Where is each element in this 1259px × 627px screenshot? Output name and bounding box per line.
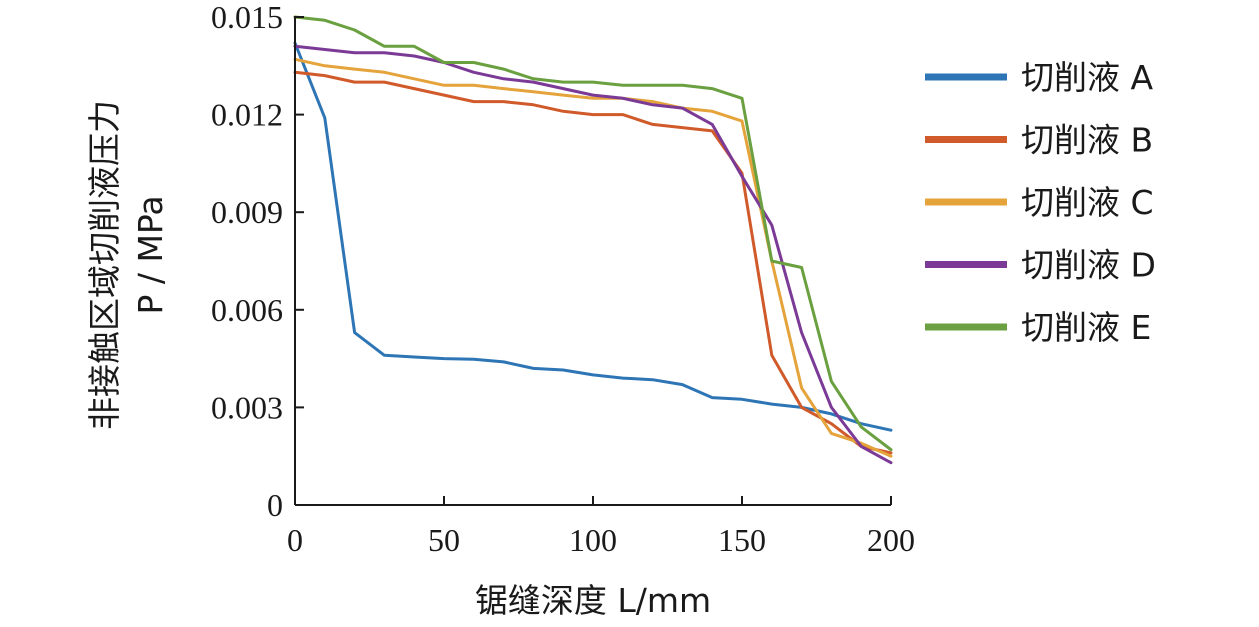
- y-tick-label: 0: [267, 487, 283, 523]
- legend-label: 切削液 D: [1021, 246, 1156, 285]
- x-tick-label: 150: [718, 522, 766, 558]
- legend-label: 切削液 C: [1021, 183, 1154, 222]
- legend-label: 切削液 B: [1021, 121, 1153, 160]
- series-line-e: [293, 15, 893, 452]
- series-line-b: [293, 70, 893, 455]
- y-axis-title-line1: 非接触区域切削液压力: [85, 100, 124, 430]
- series-line-d: [293, 44, 893, 465]
- series-line-c: [293, 57, 893, 458]
- y-tick-label: 0.003: [211, 389, 283, 425]
- series-line-a: [293, 41, 893, 432]
- x-axis-title: 锯缝深度 L/mm: [475, 581, 711, 620]
- x-tick-label: 50: [428, 522, 460, 558]
- x-tick-label: 0: [287, 522, 303, 558]
- y-axis-title-line2: P / MPa: [131, 195, 170, 314]
- y-tick-label: 0.012: [211, 97, 283, 133]
- legend-label: 切削液 A: [1021, 58, 1153, 97]
- x-tick-label: 200: [867, 522, 915, 558]
- x-tick-label: 100: [569, 522, 617, 558]
- legend-label: 切削液 E: [1021, 308, 1151, 347]
- y-tick-label: 0.015: [211, 0, 283, 35]
- tick-layer: 0 50 100 150 200 0 0.003 0.006 0.009 0.012 0.015: [211, 0, 915, 558]
- y-tick-label: 0.009: [211, 194, 283, 230]
- legend: 切削液 A 切削液 B 切削液 C 切削液 D 切削液 E: [925, 58, 1156, 347]
- y-tick-label: 0.006: [211, 292, 283, 328]
- series-layer: [293, 15, 893, 465]
